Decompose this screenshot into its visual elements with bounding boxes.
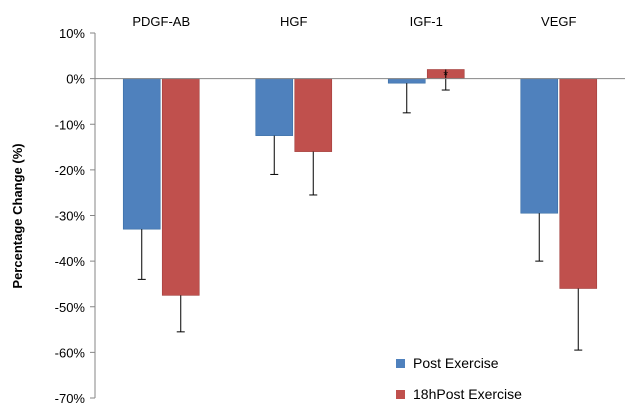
category-label: HGF [280,14,308,29]
bar [521,79,558,214]
legend: Post Exercise 18hPost Exercise [396,355,522,402]
y-tick-label: 10% [59,26,85,41]
y-axis-label: Percentage Change (%) [10,143,25,288]
plot-area: 10% 0% -10% -20% -30% -40% -50% -60% -70% PDGF-AB… [55,14,625,406]
y-tick-label: -50% [55,300,86,315]
bar [123,79,160,230]
y-tick-label: -20% [55,163,86,178]
significance-annotation: * [443,69,448,83]
y-tick-label: -70% [55,391,86,406]
legend-label: Post Exercise [413,355,499,371]
bar [295,79,332,152]
bar [162,79,199,296]
y-tick-label: -60% [55,345,86,360]
legend-swatch [396,390,405,399]
legend-label: 18hPost Exercise [413,386,522,402]
bar [388,79,425,84]
y-tick-label: 0% [66,72,85,87]
bar [560,79,597,289]
bar [256,79,293,136]
category-label: IGF-1 [410,14,443,29]
legend-swatch [396,359,405,368]
category-label: PDGF-AB [132,14,190,29]
y-tick-label: -30% [55,209,86,224]
y-tick-label: -10% [55,117,86,132]
category-label: VEGF [541,14,576,29]
y-tick-label: -40% [55,254,86,269]
